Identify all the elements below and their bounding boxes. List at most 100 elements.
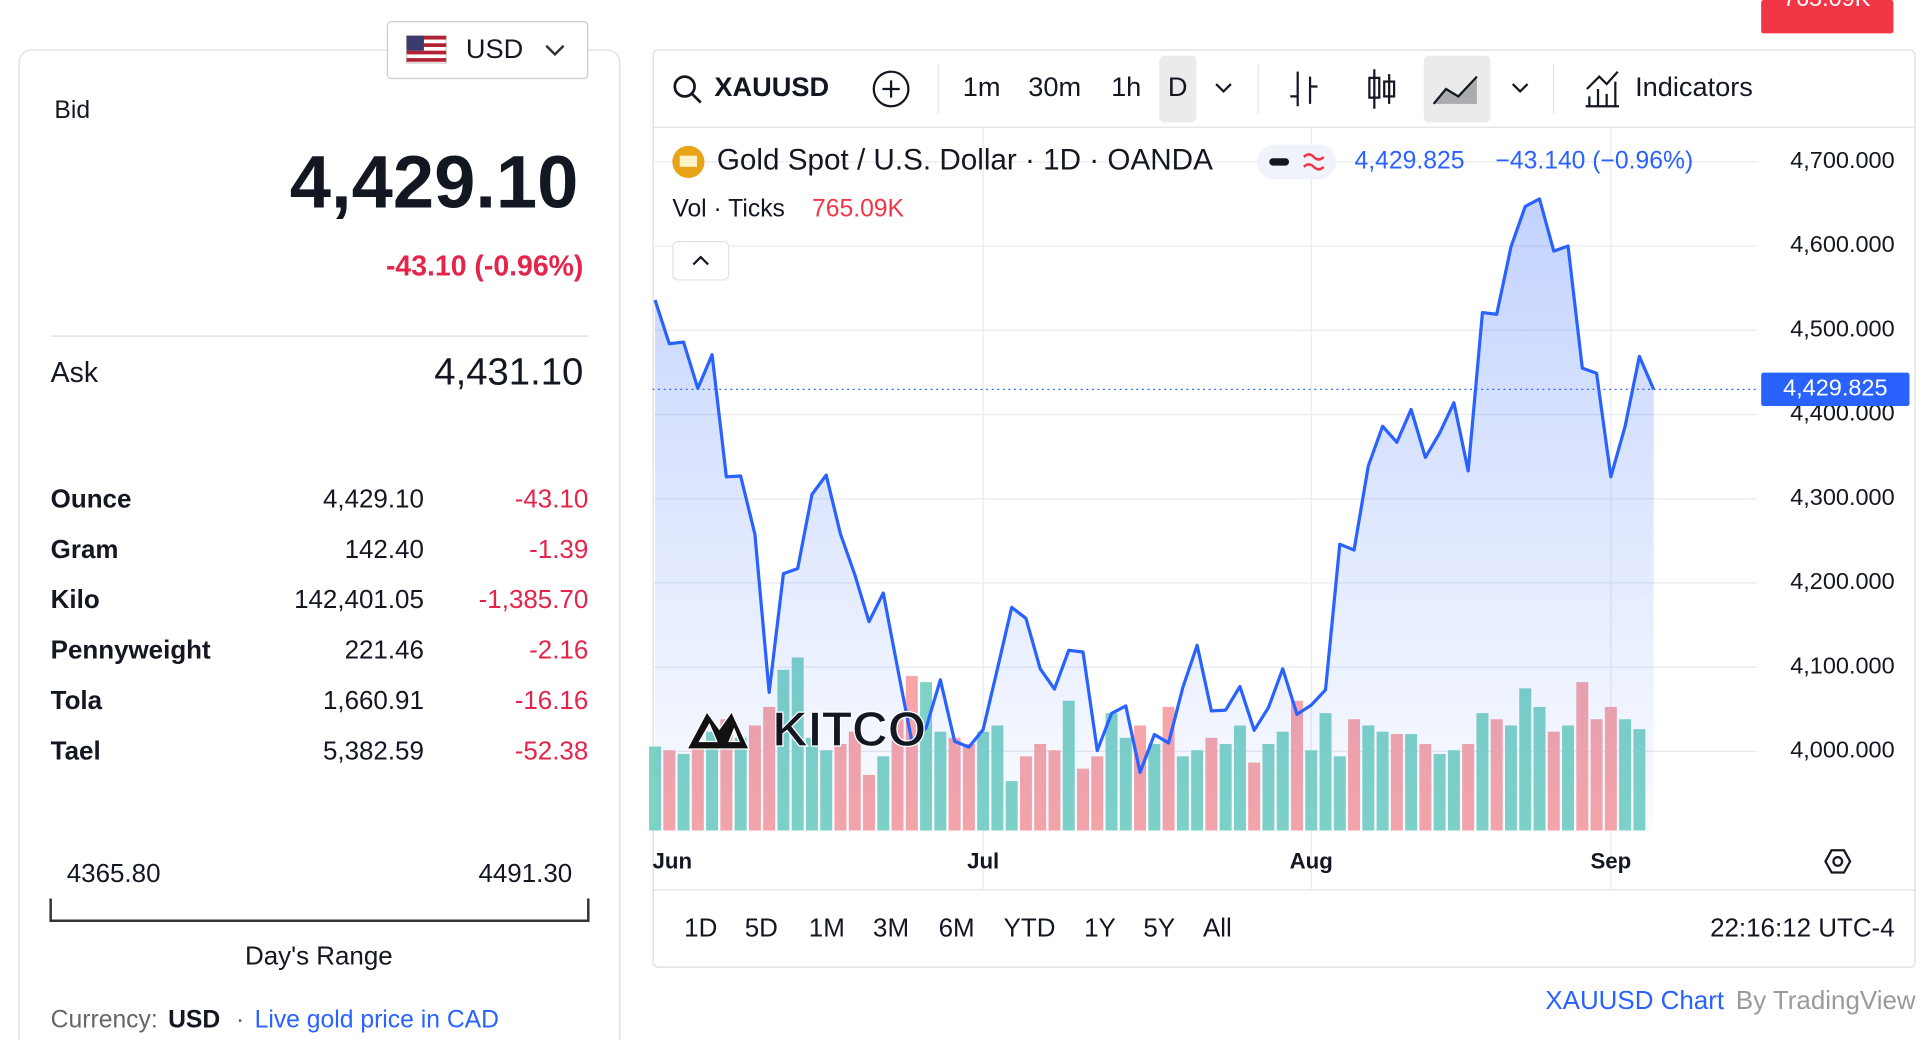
y-tick-label: 4,200.000 [1790, 568, 1894, 594]
y-tick-label: 4,700.000 [1790, 147, 1894, 173]
unit-name: Kilo [51, 586, 100, 614]
range-button[interactable]: 1Y [1084, 914, 1116, 942]
y-tick-label: 4,300.000 [1790, 484, 1894, 510]
active-interval-bg [1159, 55, 1197, 123]
chart-title: Gold Spot / U.S. Dollar · 1D · OANDA [717, 144, 1213, 177]
volume-value: 765.09K [812, 196, 905, 223]
market-status [1269, 158, 1290, 166]
y-tick-label: 4,000.000 [1790, 737, 1894, 763]
interval-chevron[interactable] [1215, 83, 1232, 94]
range-button[interactable]: 3M [873, 914, 909, 942]
symbol-logo-bar [679, 155, 698, 167]
range-high: 4491.30 [478, 860, 572, 888]
interval-button[interactable]: D [1168, 71, 1188, 102]
symbol[interactable]: XAUUSD [714, 71, 829, 102]
y-tick-label: 4,100.000 [1790, 652, 1894, 678]
chevron [545, 44, 565, 57]
unit-change: -16.16 [515, 687, 589, 715]
price-line [653, 197, 1656, 775]
unit-change: -52.38 [515, 738, 589, 766]
range-button[interactable]: YTD [1004, 914, 1056, 942]
indicators-button[interactable]: Indicators [1635, 71, 1753, 102]
unit-change: -43.10 [515, 485, 589, 513]
settings-icon[interactable] [1824, 849, 1852, 874]
attribution: By TradingView [1736, 987, 1916, 1015]
range-button[interactable]: 1D [684, 914, 717, 942]
cad-link[interactable]: Live gold price in CAD [255, 1006, 499, 1033]
us-flag [405, 35, 447, 64]
unit-name: Tael [51, 738, 101, 766]
range-button[interactable]: 5Y [1143, 914, 1175, 942]
price-area [655, 198, 1654, 831]
last-price: 4,429.825 [1355, 147, 1465, 174]
interval-button[interactable]: 1h [1111, 71, 1141, 102]
unit-price: 142,401.05 [294, 586, 424, 614]
unit-name: Pennyweight [51, 637, 211, 665]
range-bar [49, 898, 590, 922]
area-style-icon-fill [1433, 76, 1477, 104]
legend: Gold Spot / U.S. Dollar · 1D · OANDA 4,4… [672, 144, 1693, 281]
unit-change: -1.39 [529, 536, 588, 564]
range-button[interactable]: All [1203, 914, 1232, 942]
unit-price: 5,382.59 [323, 738, 424, 766]
search-icon[interactable] [673, 75, 702, 104]
unit-name: Gram [51, 536, 119, 564]
x-tick-label: Jul [967, 849, 999, 874]
range-button[interactable]: 5D [745, 914, 778, 942]
bar-style-icon[interactable] [1290, 71, 1318, 107]
unit-name: Tola [51, 687, 103, 715]
range-button[interactable]: 6M [939, 914, 975, 942]
plot-area [649, 127, 1758, 890]
last-price-badge [1761, 372, 1910, 407]
currency-footer-label: Currency: [51, 1006, 158, 1033]
kitco-logo: KITCO [686, 701, 927, 758]
currency-label: USD [466, 33, 523, 64]
watermark: KITCO [772, 702, 926, 757]
interval-button[interactable]: 30m [1028, 71, 1081, 102]
unit-price: 4,429.10 [323, 485, 424, 513]
price-change: −43.140 (−0.96%) [1495, 147, 1693, 174]
unit-price: 1,660.91 [323, 687, 424, 715]
collapse-button[interactable] [672, 241, 730, 281]
status-badge [1256, 144, 1337, 180]
volume-bar [649, 746, 662, 831]
range-button[interactable]: 1M [809, 914, 845, 942]
area-style-button[interactable] [1423, 55, 1491, 123]
last-price-label: 4,429.825 [1783, 375, 1887, 401]
range-label: Day's Range [245, 943, 393, 971]
delay-icon [1303, 153, 1325, 171]
x-tick-label: Jun [653, 849, 693, 874]
unit-price: 142.40 [345, 536, 424, 564]
quote-panel [18, 49, 621, 1040]
separator: · [236, 1006, 244, 1033]
attribution-link[interactable]: XAUUSD Chart [1545, 987, 1725, 1015]
ask-label: Ask [51, 357, 99, 389]
collapse-chevron [692, 255, 709, 266]
candle-style-icon[interactable] [1368, 69, 1396, 109]
interval-buttons: 1m 30m 1h D [963, 71, 1188, 102]
y-tick-label: 4,500.000 [1790, 315, 1894, 341]
x-tick-label: Sep [1590, 849, 1631, 874]
volume-legend: Vol · Ticks [672, 196, 785, 223]
bid-price: 4,429.10 [290, 140, 579, 223]
bid-label: Bid [54, 97, 90, 124]
style-chevron[interactable] [1511, 83, 1529, 94]
currency-footer-value: USD [168, 1006, 220, 1033]
volume-badge [1761, 0, 1894, 34]
volume-badge-label: 765.09K [1783, 0, 1871, 11]
unit-price: 221.46 [345, 637, 424, 665]
range-low: 4365.80 [67, 860, 161, 888]
interval-button[interactable]: 1m [963, 71, 1001, 102]
bid-change: -43.10 (-0.96%) [386, 251, 583, 283]
indicators-icon[interactable] [1585, 70, 1620, 108]
unit-change: -1,385.70 [479, 586, 589, 614]
unit-table: Ounce 4,429.10 -43.10 Gram 142.40 -1.39 Kilo 14… [51, 485, 589, 765]
compare-button[interactable] [872, 70, 910, 108]
unit-change: -2.16 [529, 637, 588, 665]
unit-name: Ounce [51, 485, 132, 513]
clock: 22:16:12 UTC-4 [1710, 914, 1895, 942]
y-tick-label: 4,600.000 [1790, 231, 1894, 257]
range-buttons: 1D 5D 1M 3M 6M YTD 1Y 5Y All [684, 914, 1232, 942]
